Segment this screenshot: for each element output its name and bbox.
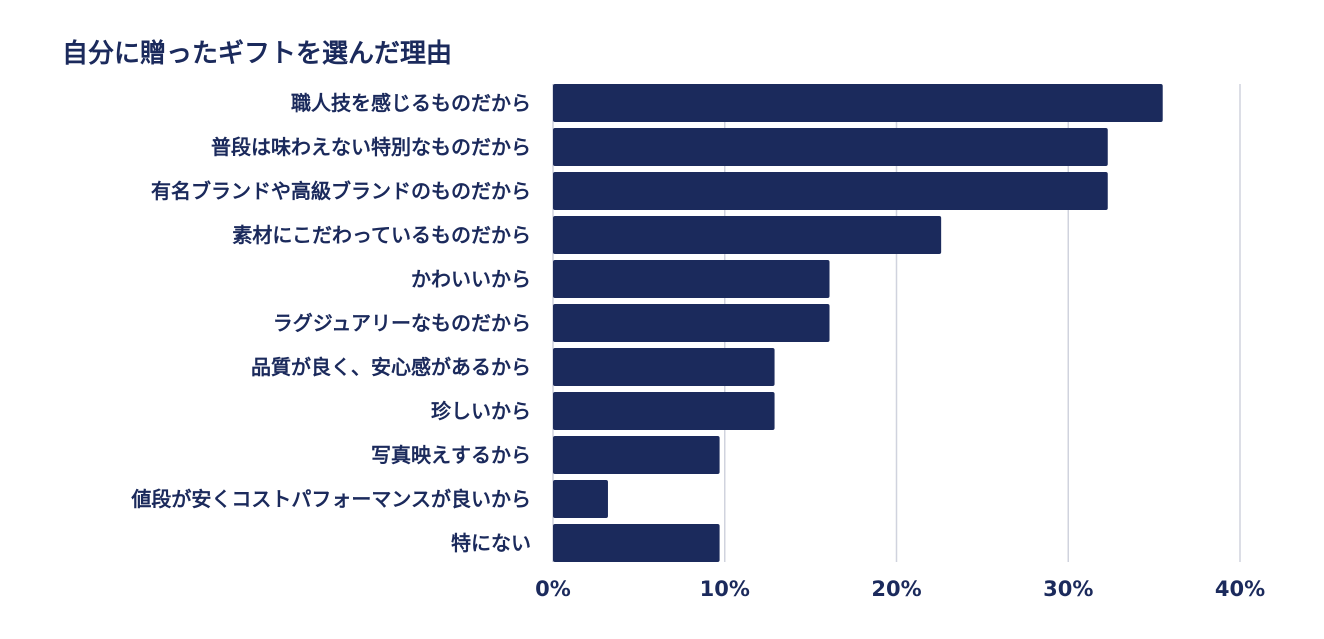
x-tick-label: 30% <box>1043 577 1093 601</box>
bar <box>553 172 1108 210</box>
x-tick-label: 40% <box>1215 577 1265 601</box>
chart-title: 自分に贈ったギフトを選んだ理由 <box>62 38 452 69</box>
category-label: 素材にこだわっているものだから <box>232 223 531 247</box>
category-label: 特にない <box>451 531 531 555</box>
category-label: 珍しいから <box>431 399 531 423</box>
bar <box>553 436 720 474</box>
bar <box>553 128 1108 166</box>
bar <box>553 260 830 298</box>
bar <box>553 392 775 430</box>
x-tick-label: 0% <box>535 577 571 601</box>
category-label: 写真映えするから <box>371 443 531 467</box>
category-label: かわいいから <box>411 267 531 291</box>
category-label: 品質が良く、安心感があるから <box>251 355 531 379</box>
x-tick-label: 20% <box>871 577 921 601</box>
bar <box>553 348 775 386</box>
category-label: 職人技を感じるものだから <box>291 91 531 115</box>
category-label: 普段は味わえない特別なものだから <box>211 135 531 159</box>
bar <box>553 524 720 562</box>
x-axis-ticks: 0% 10% 20% 30% 40% <box>535 577 1265 601</box>
category-label: ラグジュアリーなものだから <box>273 311 531 335</box>
bar <box>553 84 1163 122</box>
category-label: 有名ブランドや高級ブランドのものだから <box>151 179 531 203</box>
bar <box>553 304 830 342</box>
bar <box>553 480 608 518</box>
category-labels: 職人技を感じるものだから普段は味わえない特別なものだから有名ブランドや高級ブラン… <box>130 91 531 555</box>
bars <box>553 84 1163 562</box>
x-tick-label: 10% <box>700 577 750 601</box>
category-label: 値段が安くコストパフォーマンスが良いから <box>130 487 531 511</box>
bar <box>553 216 942 254</box>
